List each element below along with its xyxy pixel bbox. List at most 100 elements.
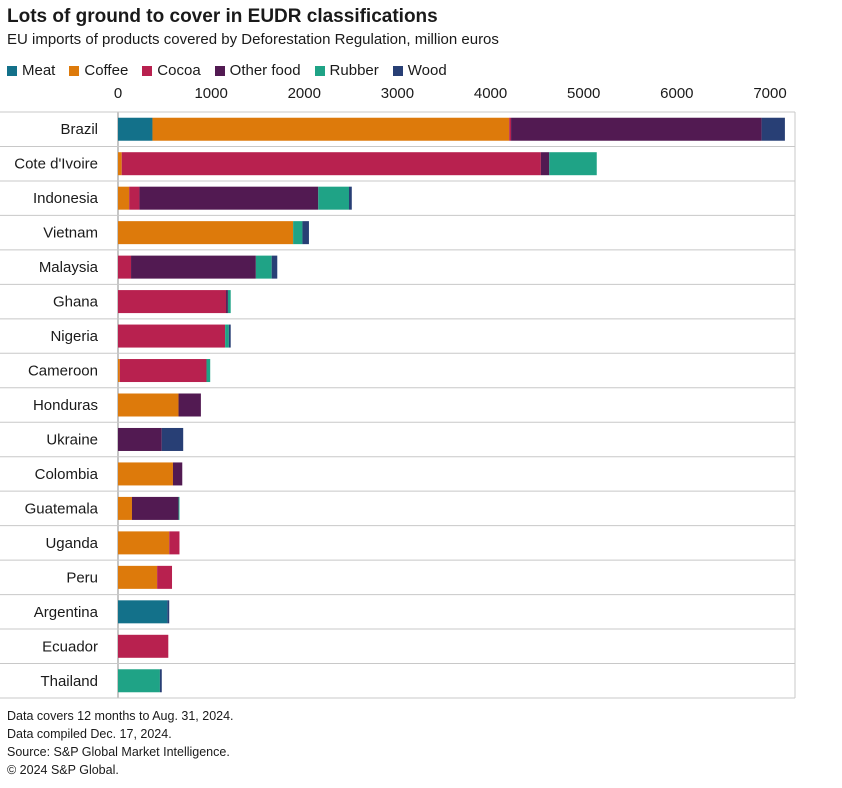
category-label: Peru (66, 569, 98, 586)
bar-segment (761, 117, 785, 141)
legend-item-wood: Wood (392, 62, 447, 79)
category-label: Uganda (45, 535, 98, 552)
legend-item-rubber: Rubber (314, 62, 379, 79)
legend-label-coffee: Coffee (84, 62, 129, 79)
category-label: Thailand (40, 673, 98, 690)
x-tick-label: 0 (114, 85, 122, 102)
x-tick-label: 6000 (660, 85, 693, 102)
bar-segment (172, 462, 183, 486)
chart-legend: Meat Coffee Cocoa Other food Rubber Wood (7, 62, 461, 79)
bar-segment (118, 324, 226, 348)
bar-segment (227, 290, 231, 314)
bar-segment (159, 669, 162, 693)
chart-subtitle: EU imports of products covered by Defore… (7, 31, 499, 48)
bar-segment (511, 117, 762, 141)
bar-segment (157, 565, 173, 589)
bar-segment (118, 152, 122, 176)
x-tick-label: 2000 (288, 85, 321, 102)
bar-segment (118, 186, 130, 210)
bar-segment (161, 427, 184, 451)
bar-segment (549, 152, 597, 176)
bar-segment (118, 427, 162, 451)
bar-segment (293, 221, 303, 245)
bar-segment (131, 255, 256, 279)
bar-segment (118, 531, 170, 555)
legend-label-rubber: Rubber (329, 62, 379, 79)
bar-segment (119, 359, 207, 383)
category-label: Ecuador (42, 638, 98, 655)
category-label: Honduras (33, 397, 98, 414)
bar-segment (206, 359, 211, 383)
chart-notes: Data covers 12 months to Aug. 31, 2024. … (7, 707, 234, 779)
note-copyright: © 2024 S&P Global. (7, 763, 119, 777)
bar-segment (121, 152, 541, 176)
note-compiled-date: Data compiled Dec. 17, 2024. (7, 727, 172, 741)
bar-segment (271, 255, 278, 279)
bar-segment (118, 359, 120, 383)
legend-label-cocoa: Cocoa (157, 62, 201, 79)
category-label: Colombia (35, 466, 99, 483)
legend-item-cocoa: Cocoa (142, 62, 201, 79)
legend-item-other-food: Other food (214, 62, 301, 79)
legend-swatch-rubber (314, 65, 325, 76)
bar-segment (139, 186, 319, 210)
legend-label-other-food: Other food (229, 62, 301, 79)
category-label: Cameroon (28, 363, 98, 380)
bar-segment (118, 496, 132, 520)
legend-swatch-cocoa (142, 65, 153, 76)
bar-segment (129, 186, 140, 210)
bar-segment (118, 393, 179, 417)
note-data-period: Data covers 12 months to Aug. 31, 2024. (7, 709, 234, 723)
bar-segment (226, 290, 228, 314)
bar-segment (302, 221, 309, 245)
bar-segment (131, 496, 179, 520)
category-label: Ghana (53, 294, 99, 311)
bar-segment (118, 290, 227, 314)
bar-segment (318, 186, 349, 210)
bar-segment (169, 531, 180, 555)
x-tick-label: 7000 (753, 85, 786, 102)
bar-segment (509, 117, 512, 141)
bar-segment (152, 117, 510, 141)
category-label: Indonesia (33, 190, 99, 207)
bar-segment (255, 255, 272, 279)
category-label: Vietnam (43, 225, 98, 242)
bar-segment (118, 462, 173, 486)
category-label: Nigeria (50, 328, 98, 345)
x-tick-label: 3000 (381, 85, 414, 102)
legend-item-coffee: Coffee (69, 62, 128, 79)
bar-segment (348, 186, 352, 210)
x-tick-label: 5000 (567, 85, 600, 102)
bar-segment (540, 152, 550, 176)
bar-segment (118, 221, 294, 245)
category-label: Malaysia (39, 259, 99, 276)
bar-segment (167, 600, 170, 624)
legend-label-wood: Wood (407, 62, 447, 79)
bar-segment (118, 255, 132, 279)
bar-segment (118, 634, 169, 658)
category-label: Cote d'Ivoire (14, 156, 98, 173)
category-label: Argentina (34, 604, 99, 621)
x-tick-label: 4000 (474, 85, 507, 102)
category-label: Ukraine (46, 431, 98, 448)
bar-segment (118, 600, 168, 624)
legend-swatch-other-food (214, 65, 225, 76)
bar-chart: 0 1000 2000 3000 4000 5000 6000 7000 Brazil Cote … (0, 85, 796, 699)
bar-segment (118, 669, 160, 693)
bar-segment (178, 496, 180, 520)
bar-segment (178, 393, 201, 417)
note-source: Source: S&P Global Market Intelligence. (7, 745, 230, 759)
legend-swatch-wood (392, 65, 403, 76)
chart-title: Lots of ground to cover in EUDR classifi… (7, 6, 438, 27)
bar-segment (118, 565, 158, 589)
legend-label-meat: Meat (22, 62, 56, 79)
x-tick-label: 1000 (194, 85, 227, 102)
legend-swatch-meat (7, 65, 17, 76)
bar-segment (228, 324, 231, 348)
legend-swatch-coffee (69, 65, 80, 76)
bar-segment (225, 324, 229, 348)
bar-segment (118, 117, 153, 141)
category-label: Guatemala (25, 500, 99, 517)
legend-item-meat: Meat (7, 62, 55, 79)
category-label: Brazil (60, 121, 98, 138)
